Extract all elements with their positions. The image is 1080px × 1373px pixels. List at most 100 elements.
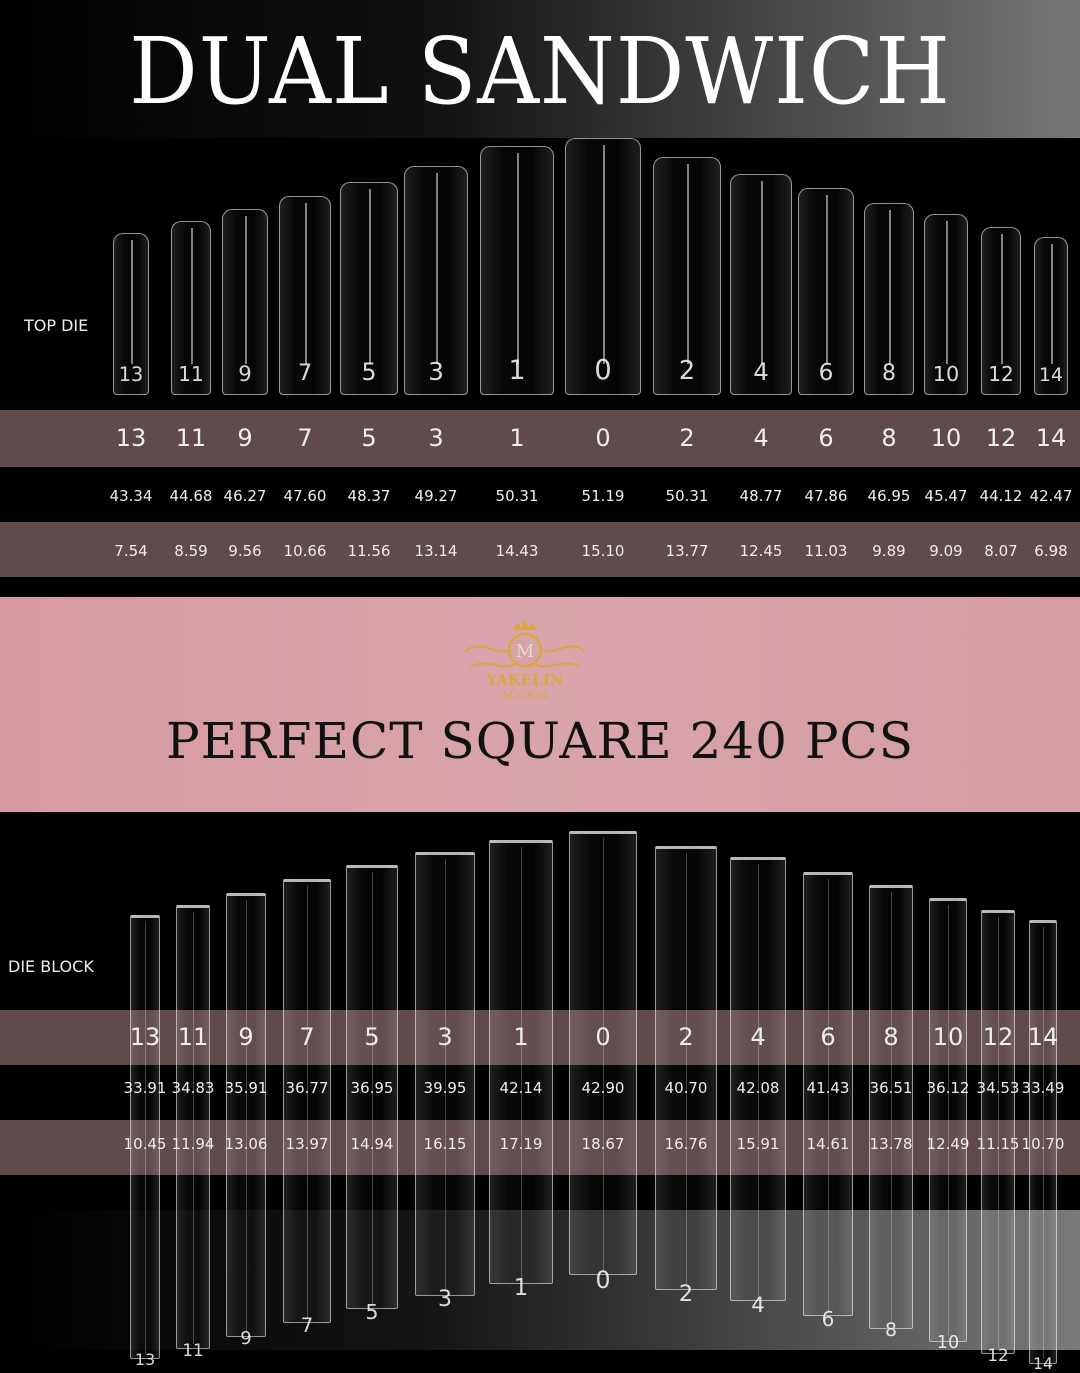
svg-text:ACOSTA: ACOSTA — [500, 689, 550, 702]
die-block-tip: 10 — [929, 898, 967, 1353]
length-value: 34.83 — [171, 1079, 215, 1097]
nail-tip: 14 — [1034, 237, 1068, 395]
length-value: 36.51 — [869, 1079, 913, 1097]
size-label: 3 — [428, 424, 444, 452]
nail-tip: 8 — [864, 203, 914, 395]
die-block-tip: 5 — [346, 865, 398, 1324]
size-label: 8 — [883, 1023, 899, 1051]
width-value: 17.19 — [499, 1135, 543, 1153]
length-value: 51.19 — [581, 487, 625, 505]
length-value: 36.12 — [926, 1079, 970, 1097]
size-label: 14 — [1027, 1023, 1059, 1051]
die-block-label: DIE BLOCK — [8, 957, 94, 976]
length-value: 50.31 — [665, 487, 709, 505]
nail-tip: 12 — [981, 227, 1021, 395]
size-label: 14 — [1035, 424, 1067, 452]
width-value: 14.94 — [350, 1135, 394, 1153]
nail-tip: 7 — [279, 196, 331, 395]
nail-tip: 3 — [404, 166, 468, 395]
size-label: 1 — [513, 1023, 529, 1051]
pink-banner — [0, 597, 1080, 812]
top-width-row — [0, 522, 1080, 577]
size-label: 2 — [679, 424, 695, 452]
die-block-tip: 4 — [730, 857, 786, 1317]
width-value: 13.14 — [414, 542, 458, 560]
die-block-tip: 2 — [655, 846, 717, 1307]
size-label: 7 — [299, 1023, 315, 1051]
size-label: 3 — [437, 1023, 453, 1051]
size-label: 10 — [930, 424, 962, 452]
width-value: 6.98 — [1034, 542, 1068, 560]
brand-logo: M YAKELIN ACOSTA — [464, 620, 586, 702]
size-label: 0 — [595, 424, 611, 452]
width-value: 13.78 — [869, 1135, 913, 1153]
size-label: 1 — [509, 424, 525, 452]
nail-tip: 1 — [480, 146, 554, 395]
length-value: 36.77 — [285, 1079, 329, 1097]
length-value: 40.70 — [664, 1079, 708, 1097]
die-block-tip: 9 — [226, 893, 266, 1349]
length-value: 33.49 — [1021, 1079, 1065, 1097]
length-value: 47.86 — [804, 487, 848, 505]
die-block-tip: 7 — [283, 879, 331, 1337]
nail-tip: 9 — [222, 209, 268, 395]
width-value: 7.54 — [114, 542, 148, 560]
nail-tip: 6 — [798, 188, 854, 395]
size-label: 8 — [881, 424, 897, 452]
length-value: 35.91 — [224, 1079, 268, 1097]
width-value: 13.06 — [224, 1135, 268, 1153]
length-value: 44.68 — [169, 487, 213, 505]
nail-tip: 0 — [565, 138, 641, 395]
width-value: 13.77 — [665, 542, 709, 560]
width-value: 8.07 — [984, 542, 1018, 560]
size-label: 11 — [177, 1023, 209, 1051]
width-value: 13.97 — [285, 1135, 329, 1153]
size-label: 4 — [750, 1023, 766, 1051]
width-value: 11.94 — [171, 1135, 215, 1153]
top-die-label: TOP DIE — [24, 316, 89, 335]
size-label: 11 — [175, 424, 207, 452]
size-label: 10 — [932, 1023, 964, 1051]
svg-text:YAKELIN: YAKELIN — [485, 671, 563, 689]
size-label: 9 — [237, 424, 253, 452]
width-value: 14.61 — [806, 1135, 850, 1153]
header-banner — [0, 0, 1080, 138]
size-label: 6 — [818, 424, 834, 452]
length-value: 34.53 — [976, 1079, 1020, 1097]
size-label: 9 — [238, 1023, 254, 1051]
length-value: 42.14 — [499, 1079, 543, 1097]
width-value: 12.45 — [739, 542, 783, 560]
length-value: 47.60 — [283, 487, 327, 505]
length-value: 42.08 — [736, 1079, 780, 1097]
size-label: 7 — [297, 424, 313, 452]
width-value: 16.76 — [664, 1135, 708, 1153]
die-block-tip: 1 — [489, 840, 553, 1301]
width-value: 9.09 — [929, 542, 963, 560]
block-length-row — [0, 1065, 1080, 1120]
nail-tip: 11 — [171, 221, 211, 395]
width-value: 14.43 — [495, 542, 539, 560]
die-block-tip: 8 — [869, 885, 913, 1341]
length-value: 44.12 — [979, 487, 1023, 505]
width-value: 12.49 — [926, 1135, 970, 1153]
top-length-row — [0, 467, 1080, 522]
length-value: 43.34 — [109, 487, 153, 505]
nail-tip: 2 — [653, 157, 721, 395]
footer-banner — [0, 1210, 1080, 1350]
width-value: 11.56 — [347, 542, 391, 560]
nail-tip: 4 — [730, 174, 792, 395]
nail-tip: 13 — [113, 233, 149, 395]
top-size-row — [0, 410, 1080, 467]
size-label: 6 — [820, 1023, 836, 1051]
length-value: 45.47 — [924, 487, 968, 505]
length-value: 46.95 — [867, 487, 911, 505]
block-width-row — [0, 1120, 1080, 1175]
size-label: 12 — [985, 424, 1017, 452]
length-value: 41.43 — [806, 1079, 850, 1097]
size-label: 2 — [678, 1023, 694, 1051]
width-value: 10.70 — [1021, 1135, 1065, 1153]
size-label: 5 — [361, 424, 377, 452]
product-subtitle: PERFECT SQUARE 240 PCS — [166, 712, 914, 770]
length-value: 33.91 — [123, 1079, 167, 1097]
page-title: DUAL SANDWICH — [129, 18, 951, 125]
